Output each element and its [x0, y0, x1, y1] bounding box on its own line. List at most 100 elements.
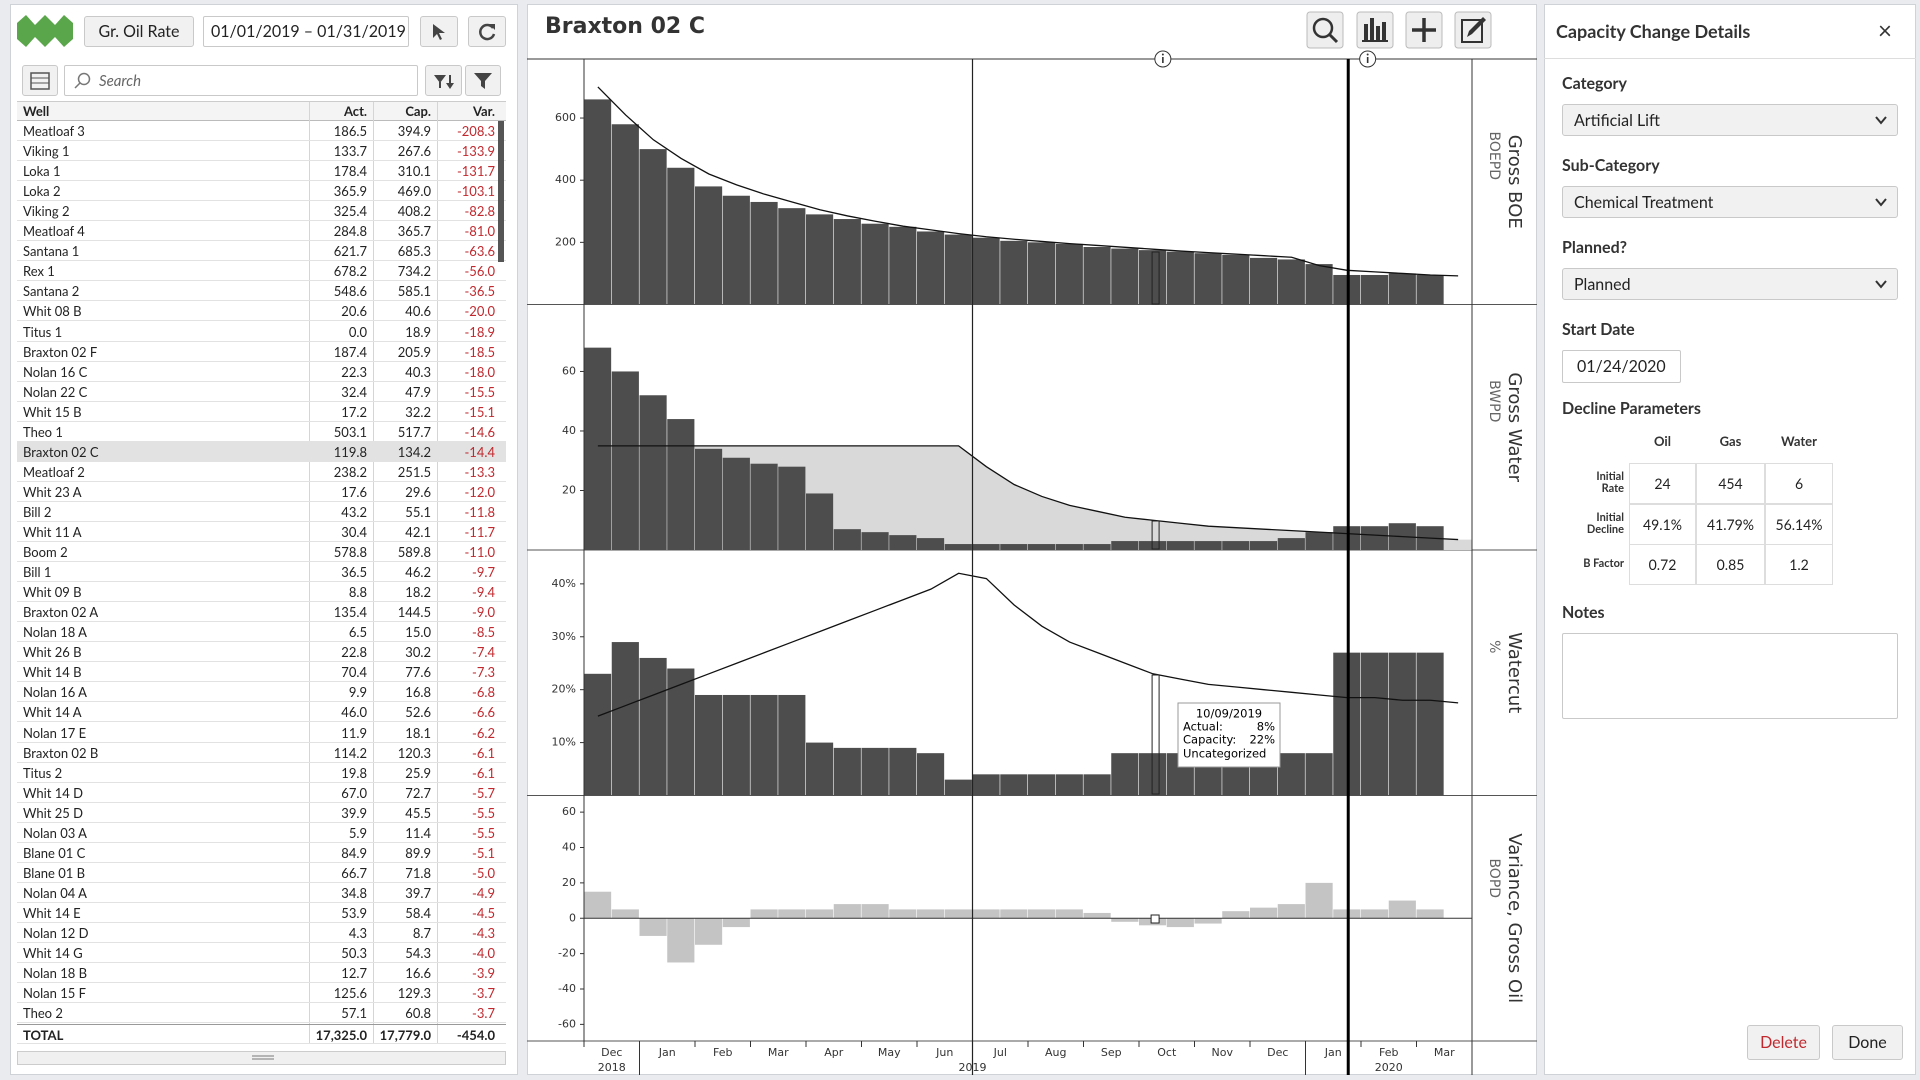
well-row[interactable]: Whit 23 A 17.6 29.6 -12.0: [17, 482, 506, 502]
select-button[interactable]: [420, 16, 458, 47]
well-row[interactable]: Rex 1 678.2 734.2 -56.0: [17, 261, 506, 282]
well-row[interactable]: Bill 1 36.5 46.2 -9.7: [17, 562, 506, 583]
start-date-input[interactable]: 01/24/2020: [1562, 350, 1681, 383]
sort-button[interactable]: [425, 65, 462, 96]
well-row[interactable]: Nolan 18 A 6.5 15.0 -8.5: [17, 622, 506, 643]
well-row[interactable]: Whit 26 B 22.8 30.2 -7.4: [17, 642, 506, 663]
well-row[interactable]: Meatloaf 4 284.8 365.7 -81.0: [17, 221, 506, 242]
well-row[interactable]: Santana 1 621.7 685.3 -63.6: [17, 241, 506, 262]
cell: -5.5: [472, 804, 495, 821]
well-row[interactable]: Nolan 16 C 22.3 40.3 -18.0: [17, 362, 506, 382]
bar: [806, 493, 834, 550]
well-row[interactable]: Viking 2 325.4 408.2 -82.8: [17, 201, 506, 222]
cell: Whit 26 B: [23, 644, 82, 661]
select[interactable]: Chemical Treatment: [1562, 186, 1898, 218]
cell: 30.4: [341, 524, 367, 540]
well-row[interactable]: Whit 08 B 20.6 40.6 -20.0: [17, 301, 506, 322]
well-row[interactable]: Whit 09 B 8.8 18.2 -9.4: [17, 582, 506, 603]
bar: [1055, 243, 1083, 305]
well-row[interactable]: Whit 14 A 46.0 52.6 -6.6: [17, 702, 506, 723]
cell: 578.8: [333, 544, 367, 561]
well-row[interactable]: Theo 1 503.1 517.7 -14.6: [17, 422, 506, 442]
well-row[interactable]: Nolan 18 B 12.7 16.6 -3.9: [17, 963, 506, 984]
well-row[interactable]: Nolan 03 A 5.9 11.4 -5.5: [17, 823, 506, 843]
well-row[interactable]: Titus 1 0.0 18.9 -18.9: [17, 322, 506, 342]
decline-cell[interactable]: 49.1%: [1629, 503, 1696, 545]
well-row[interactable]: Bill 2 43.2 55.1 -11.8: [17, 502, 506, 522]
toolbar-button[interactable]: [1405, 11, 1443, 49]
well-row[interactable]: Theo 2 57.1 60.8 -3.7: [17, 1003, 506, 1024]
close-button[interactable]: ×: [1878, 16, 1892, 45]
column-header[interactable]: Cap.: [405, 103, 431, 119]
well-row[interactable]: Whit 15 B 17.2 32.2 -15.1: [17, 402, 506, 422]
bar: [1222, 911, 1250, 919]
list-view-button[interactable]: [22, 65, 58, 96]
bar: [917, 538, 945, 550]
resize-handle[interactable]: [17, 1051, 506, 1065]
panel-label: Variance, Gross Oil: [1504, 833, 1525, 1003]
cell: Whit 25 D: [23, 804, 84, 821]
well-row[interactable]: Santana 2 548.6 585.1 -36.5: [17, 281, 506, 302]
well-row[interactable]: Nolan 12 D 4.3 8.7 -4.3: [17, 923, 506, 943]
column-header[interactable]: Act.: [343, 103, 367, 119]
delete-button[interactable]: Delete: [1747, 1025, 1820, 1060]
bar: [722, 195, 750, 305]
select[interactable]: Planned: [1562, 268, 1898, 300]
decline-cell[interactable]: 0.72: [1629, 544, 1696, 585]
well-row[interactable]: Braxton 02 A 135.4 144.5 -9.0: [17, 602, 506, 623]
well-row[interactable]: Titus 2 19.8 25.9 -6.1: [17, 763, 506, 783]
tooltip-value: 8%: [1257, 720, 1275, 734]
filter-button[interactable]: [465, 65, 501, 96]
decline-cell[interactable]: 1.2: [1765, 544, 1833, 585]
decline-cell[interactable]: 41.79%: [1696, 503, 1765, 545]
column-header[interactable]: Var.: [472, 103, 495, 119]
well-row[interactable]: Meatloaf 2 238.2 251.5 -13.3: [17, 462, 506, 482]
toolbar-button[interactable]: [1454, 11, 1492, 49]
refresh-button[interactable]: [468, 16, 506, 47]
well-row[interactable]: Nolan 15 F 125.6 129.3 -3.7: [17, 983, 506, 1004]
decline-cell[interactable]: 24: [1629, 463, 1696, 504]
well-row[interactable]: Blane 01 B 66.7 71.8 -5.0: [17, 863, 506, 883]
well-row[interactable]: Braxton 02 F 187.4 205.9 -18.5: [17, 342, 506, 362]
search-input[interactable]: Search: [64, 65, 418, 96]
well-row[interactable]: Braxton 02 C 119.8 134.2 -14.4: [17, 441, 506, 462]
cell: 52.6: [405, 704, 431, 721]
bar: [861, 747, 889, 796]
done-button[interactable]: Done: [1832, 1025, 1903, 1060]
toolbar-button[interactable]: [1306, 11, 1344, 49]
column-header[interactable]: Well: [23, 103, 50, 119]
well-row[interactable]: Whit 14 G 50.3 54.3 -4.0: [17, 943, 506, 964]
well-row[interactable]: Whit 25 D 39.9 45.5 -5.5: [17, 803, 506, 823]
well-row[interactable]: Nolan 17 E 11.9 18.1 -6.2: [17, 723, 506, 743]
cell: Santana 2: [23, 283, 80, 300]
well-row[interactable]: Whit 14 D 67.0 72.7 -5.7: [17, 783, 506, 803]
date-range[interactable]: 01/01/2019 – 01/31/2019: [203, 16, 409, 47]
y-tick-label: 20: [562, 876, 576, 889]
tooltip-key: Capacity:: [1183, 733, 1236, 747]
well-row[interactable]: Loka 2 365.9 469.0 -103.1: [17, 181, 506, 202]
well-row[interactable]: Whit 11 A 30.4 42.1 -11.7: [17, 522, 506, 542]
decline-cell[interactable]: 454: [1696, 463, 1765, 504]
select[interactable]: Artificial Lift: [1562, 104, 1898, 136]
decline-cell[interactable]: 0.85: [1696, 544, 1765, 585]
bar: [972, 237, 1000, 305]
x-tick-label: Jun: [935, 1046, 953, 1059]
well-row[interactable]: Whit 14 E 53.9 58.4 -4.5: [17, 903, 506, 923]
well-row[interactable]: Loka 1 178.4 310.1 -131.7: [17, 161, 506, 182]
toolbar-button[interactable]: [1356, 11, 1394, 49]
decline-cell[interactable]: 6: [1765, 463, 1833, 504]
rate-button[interactable]: Gr. Oil Rate: [84, 16, 194, 47]
well-row[interactable]: Viking 1 133.7 267.6 -133.9: [17, 141, 506, 162]
well-row[interactable]: Boom 2 578.8 589.8 -11.0: [17, 542, 506, 563]
well-row[interactable]: Braxton 02 B 114.2 120.3 -6.1: [17, 743, 506, 763]
well-row[interactable]: Whit 14 B 70.4 77.6 -7.3: [17, 662, 506, 683]
well-row[interactable]: Nolan 04 A 34.8 39.7 -4.9: [17, 883, 506, 903]
notes-input[interactable]: [1562, 633, 1898, 719]
well-row[interactable]: Blane 01 C 84.9 89.9 -5.1: [17, 843, 506, 863]
decline-cell[interactable]: 56.14%: [1765, 503, 1833, 545]
well-row[interactable]: Nolan 22 C 32.4 47.9 -15.5: [17, 382, 506, 402]
panel-unit: BOEPD: [1486, 132, 1502, 180]
well-row[interactable]: Nolan 16 A 9.9 16.8 -6.8: [17, 682, 506, 703]
scrollbar-thumb[interactable]: [498, 121, 504, 262]
well-row[interactable]: Meatloaf 3 186.5 394.9 -208.3: [17, 121, 506, 141]
